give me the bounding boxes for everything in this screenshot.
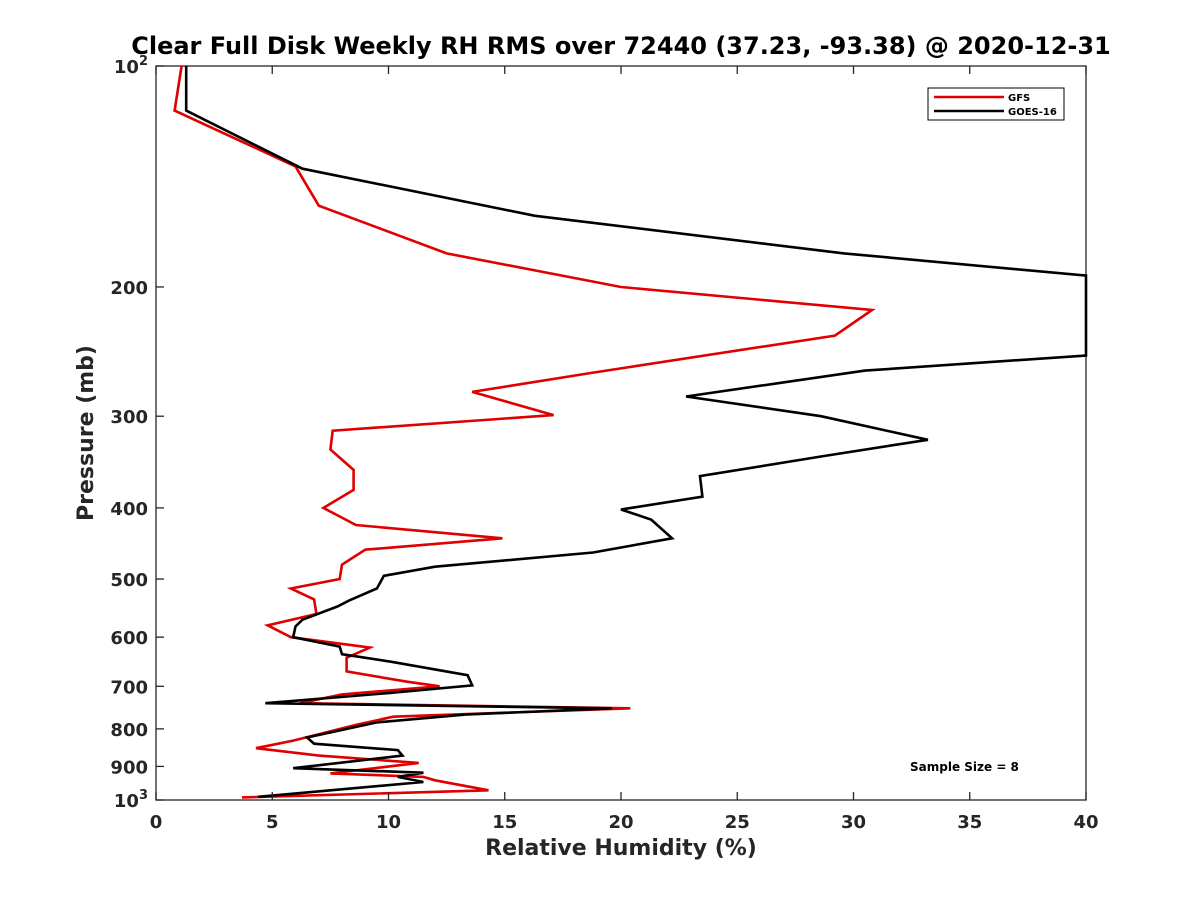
y-tick-label: 900 bbox=[110, 757, 148, 778]
x-tick-label: 10 bbox=[376, 812, 401, 833]
legend-label-goes16: GOES-16 bbox=[1008, 107, 1057, 118]
y-tick-label: 102 bbox=[114, 54, 148, 78]
x-axis-label: Relative Humidity (%) bbox=[485, 836, 757, 861]
y-tick-label: 600 bbox=[110, 628, 148, 649]
y-tick-label: 103 bbox=[114, 788, 148, 812]
x-tick-label: 15 bbox=[492, 812, 517, 833]
chart-title: Clear Full Disk Weekly RH RMS over 72440… bbox=[131, 32, 1111, 60]
y-tick-label: 300 bbox=[110, 407, 148, 428]
series-line-gfs bbox=[173, 65, 876, 799]
y-tick-label: 200 bbox=[110, 278, 148, 299]
y-tick-label: 500 bbox=[110, 570, 148, 591]
plot-area: 0 5 10 15 20 25 30 35 40 102 200 300 400 500 600 700 80… bbox=[110, 54, 1098, 833]
legend-box bbox=[927, 87, 1065, 121]
series-layer bbox=[173, 65, 1088, 799]
y-tick-label: 400 bbox=[110, 499, 148, 520]
x-tick-label: 20 bbox=[608, 812, 633, 833]
y-axis-label: Pressure (mb) bbox=[74, 345, 99, 521]
x-tick-label: 5 bbox=[266, 812, 279, 833]
axes-box bbox=[155, 65, 1087, 801]
legend-label-gfs: GFS bbox=[1008, 93, 1030, 104]
y-tick-label: 700 bbox=[110, 677, 148, 698]
x-axis-ticks: 0 5 10 15 20 25 30 35 40 bbox=[150, 66, 1099, 833]
x-tick-label: 25 bbox=[725, 812, 750, 833]
series-line-goes16 bbox=[184, 66, 1088, 799]
legend: GFS GOES-16 bbox=[927, 87, 1065, 121]
x-tick-label: 0 bbox=[150, 812, 163, 833]
x-tick-label: 30 bbox=[841, 812, 866, 833]
y-axis-ticks: 102 200 300 400 500 600 700 800 900 103 bbox=[110, 54, 164, 812]
x-tick-label: 35 bbox=[957, 812, 982, 833]
sample-size-annotation: Sample Size = 8 bbox=[910, 760, 1019, 774]
y-tick-label: 800 bbox=[110, 720, 148, 741]
x-tick-label: 40 bbox=[1073, 812, 1098, 833]
